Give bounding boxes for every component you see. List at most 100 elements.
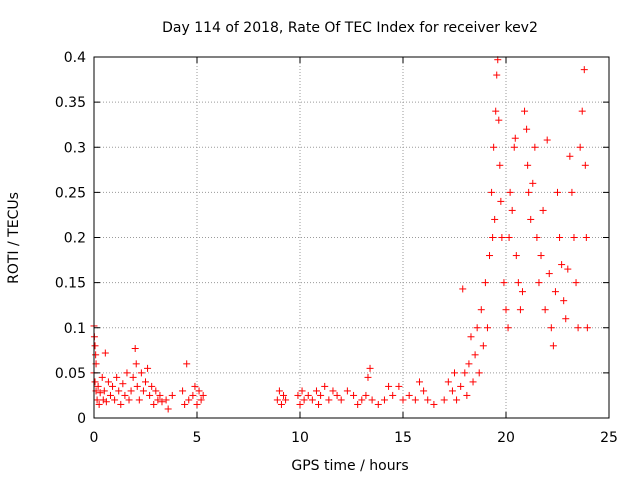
- data-point: [560, 297, 568, 305]
- data-point: [119, 380, 127, 388]
- data-point: [578, 107, 586, 115]
- x-tick-label: 25: [600, 430, 618, 446]
- data-point: [444, 378, 452, 386]
- data-point: [380, 396, 388, 404]
- y-tick-label: 0.35: [55, 95, 86, 111]
- data-point: [321, 382, 329, 390]
- data-point: [296, 400, 304, 408]
- data-point: [343, 387, 351, 395]
- data-point: [473, 324, 481, 332]
- data-point: [315, 400, 323, 408]
- data-point: [337, 396, 345, 404]
- data-point: [415, 378, 423, 386]
- data-point: [142, 378, 149, 386]
- data-point: [325, 396, 333, 404]
- data-point: [582, 234, 590, 241]
- y-tick-label: 0.1: [64, 321, 86, 337]
- data-point: [498, 234, 506, 241]
- data-point: [164, 405, 172, 413]
- data-point: [273, 396, 281, 404]
- data-point: [358, 396, 366, 404]
- data-point: [471, 351, 479, 359]
- data-point: [529, 179, 537, 187]
- y-tick-label: 0.3: [64, 140, 86, 156]
- data-point: [92, 351, 100, 359]
- data-point: [469, 378, 477, 386]
- data-point: [98, 373, 106, 381]
- data-point: [502, 306, 510, 314]
- data-point: [505, 234, 513, 241]
- data-point: [558, 261, 566, 269]
- y-tick-label: 0: [77, 411, 86, 427]
- data-point: [364, 373, 372, 381]
- data-point: [420, 387, 428, 395]
- data-point: [139, 387, 147, 395]
- data-point: [490, 143, 498, 151]
- data-point: [113, 373, 121, 381]
- data-point: [308, 396, 316, 404]
- data-point: [496, 161, 504, 169]
- data-point: [448, 387, 456, 395]
- data-point: [580, 66, 588, 74]
- data-point: [545, 270, 553, 278]
- data-point: [195, 387, 203, 395]
- data-point: [459, 285, 467, 293]
- data-point: [492, 107, 500, 115]
- data-point: [511, 134, 519, 142]
- data-point: [168, 391, 176, 399]
- y-tick-label: 0.25: [55, 185, 86, 201]
- data-point: [411, 396, 419, 404]
- data-point: [197, 396, 205, 404]
- data-point: [354, 400, 362, 408]
- data-point: [521, 107, 529, 115]
- data-point: [518, 288, 526, 296]
- data-points: [90, 56, 591, 413]
- data-point: [576, 143, 584, 151]
- data-point: [512, 252, 520, 260]
- data-point: [554, 188, 561, 196]
- data-point: [477, 306, 485, 314]
- data-point: [566, 152, 574, 160]
- data-point: [486, 252, 494, 260]
- data-point: [148, 382, 156, 390]
- x-axis-label: GPS time / hours: [291, 458, 408, 474]
- data-point: [146, 391, 154, 399]
- data-point: [491, 215, 499, 223]
- data-point: [94, 382, 102, 390]
- data-point: [129, 373, 137, 381]
- data-point: [479, 342, 487, 350]
- data-point: [298, 387, 306, 395]
- y-axis-label: ROTI / TECUs: [6, 192, 22, 284]
- data-point: [152, 387, 160, 395]
- data-point: [99, 396, 107, 404]
- data-point: [125, 396, 133, 404]
- data-point: [121, 391, 129, 399]
- data-point: [135, 396, 143, 404]
- data-point: [91, 342, 99, 350]
- data-point: [535, 279, 543, 287]
- data-point: [453, 396, 461, 404]
- data-point: [106, 391, 114, 399]
- data-point: [100, 387, 108, 395]
- data-point: [475, 369, 483, 377]
- data-point: [185, 396, 193, 404]
- data-point: [543, 136, 551, 144]
- data-point: [374, 400, 382, 408]
- y-tick-label: 0.05: [55, 366, 86, 382]
- data-point: [508, 206, 516, 214]
- data-point: [312, 387, 320, 395]
- data-point: [551, 288, 559, 296]
- y-tick-label: 0.15: [55, 276, 86, 292]
- data-point: [525, 188, 533, 196]
- data-point: [547, 324, 555, 332]
- data-point: [132, 360, 140, 368]
- data-point: [572, 279, 580, 287]
- data-point: [556, 234, 564, 241]
- data-point: [189, 391, 197, 399]
- x-tick-label: 10: [291, 430, 309, 446]
- data-point: [574, 324, 582, 332]
- data-point: [524, 161, 532, 169]
- data-point: [481, 279, 489, 287]
- data-point: [102, 398, 110, 406]
